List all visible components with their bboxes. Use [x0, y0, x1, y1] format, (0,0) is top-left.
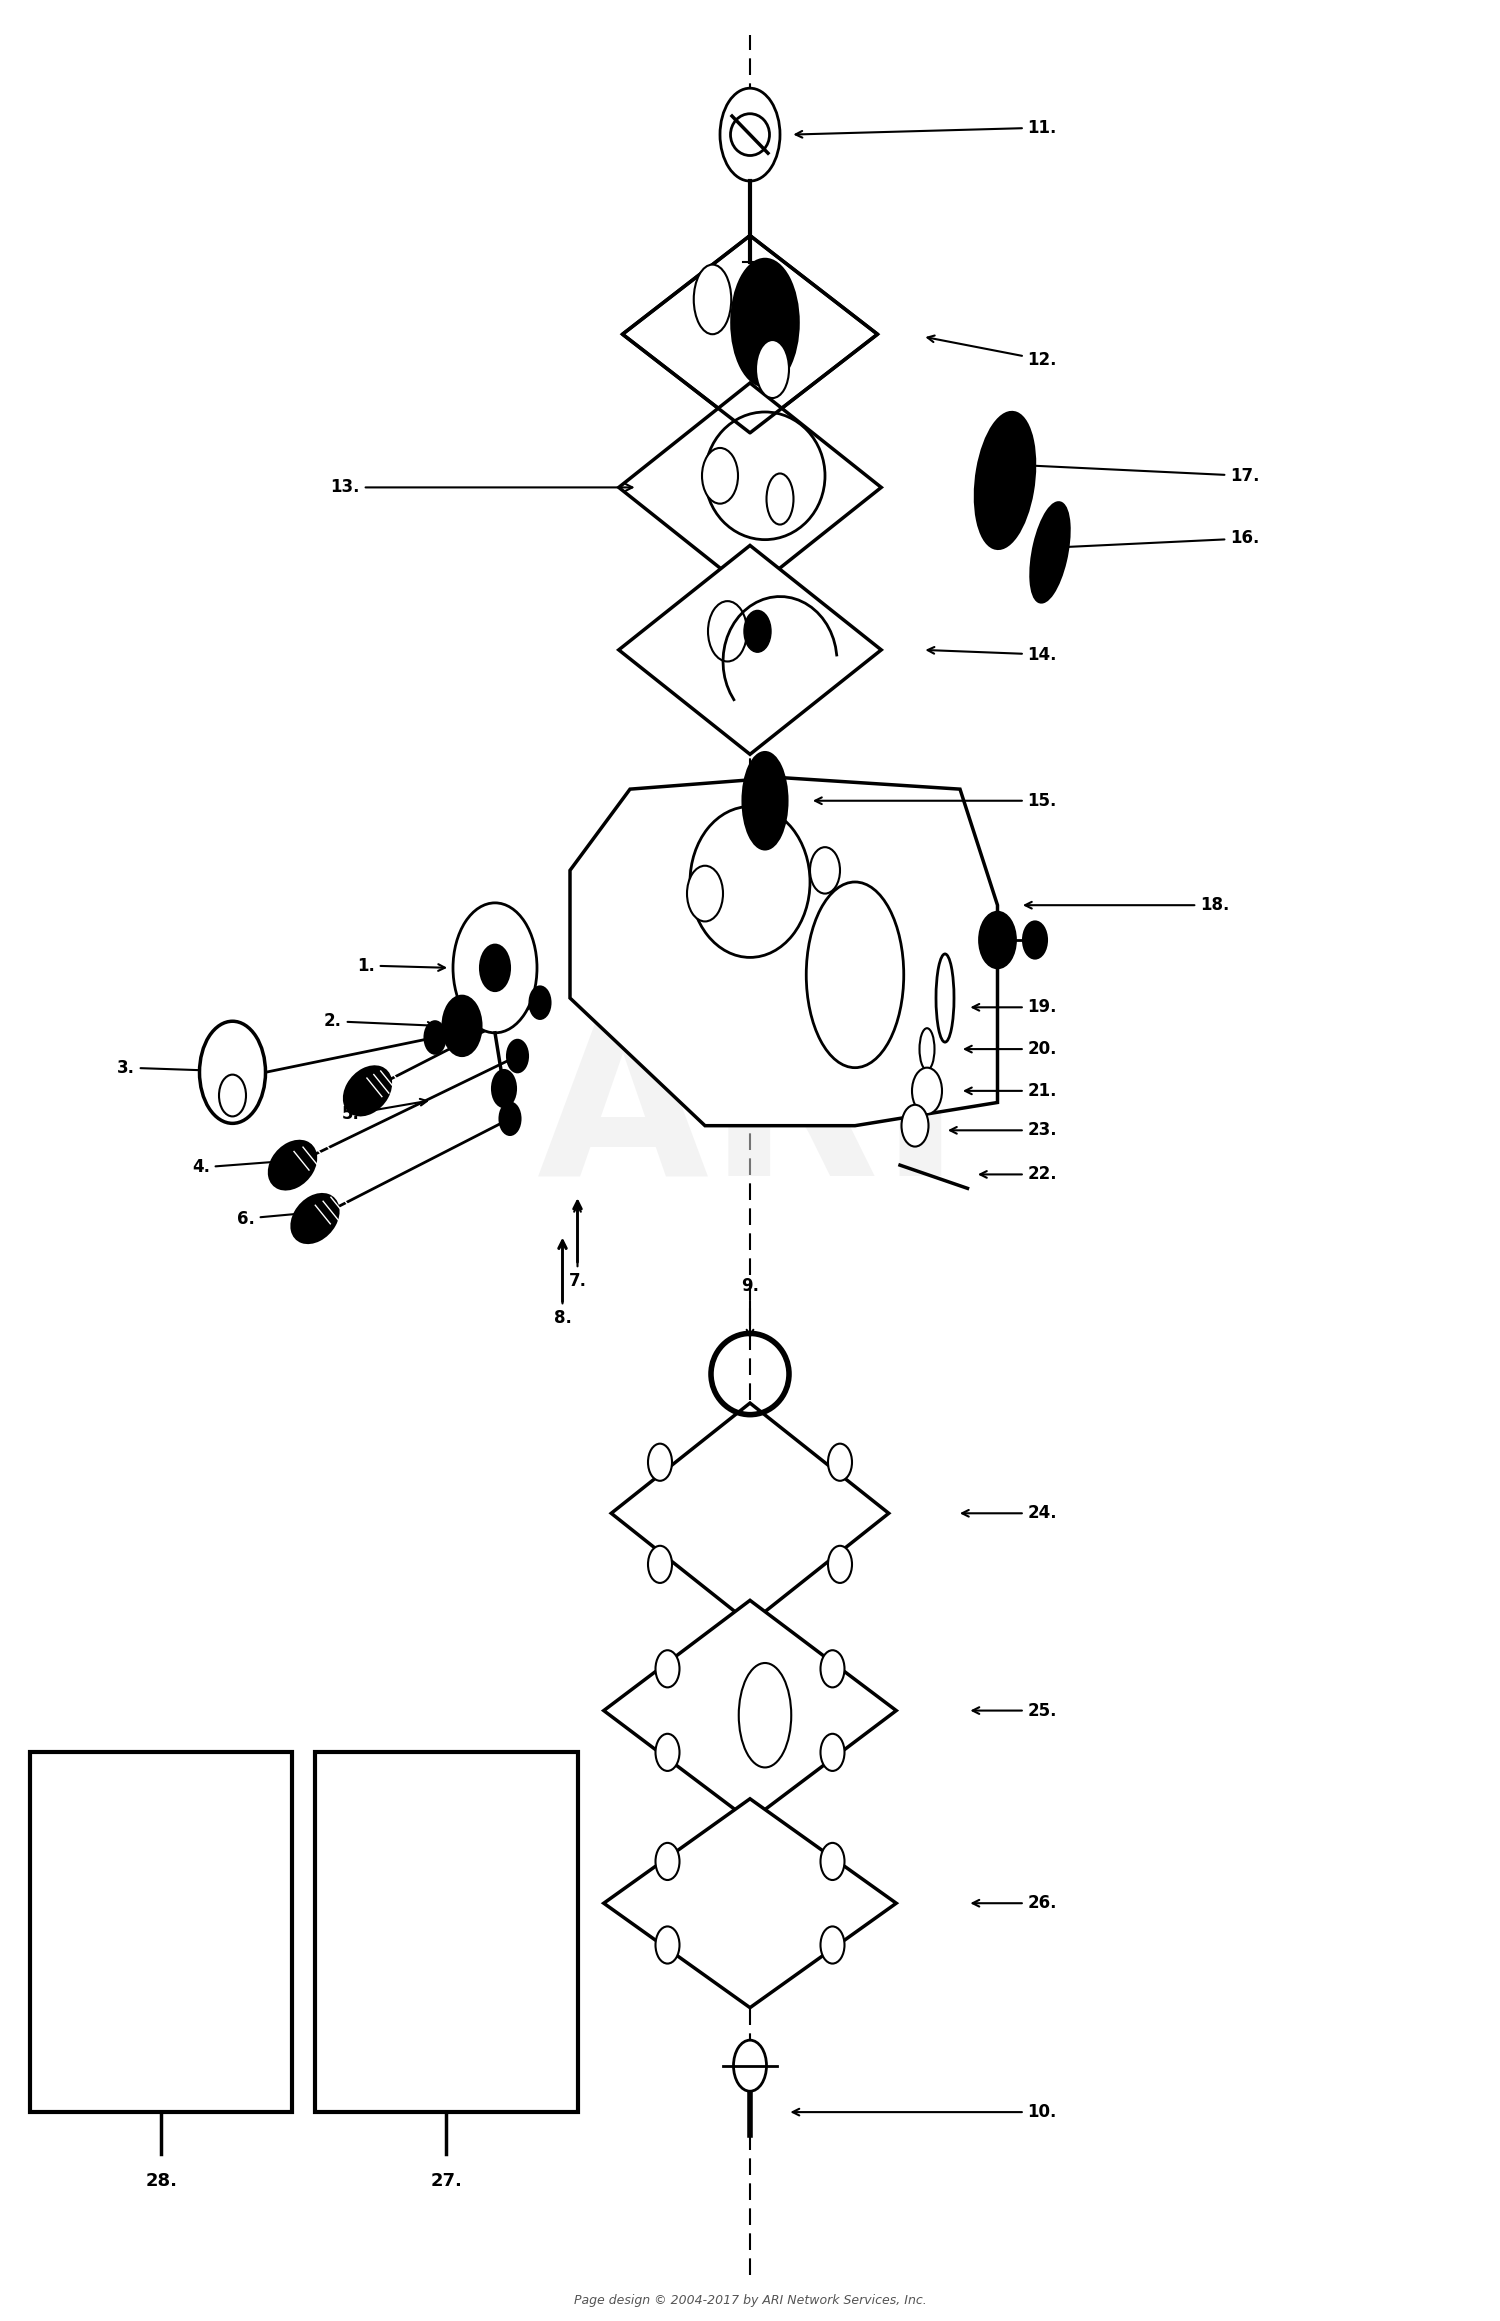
Text: 28.: 28.: [146, 2172, 177, 2191]
Polygon shape: [618, 545, 882, 754]
Circle shape: [219, 1075, 246, 1116]
Circle shape: [200, 1021, 266, 1123]
Text: 10.: 10.: [792, 2103, 1058, 2121]
Text: 24.: 24.: [962, 1504, 1058, 1523]
Ellipse shape: [732, 260, 798, 388]
Circle shape: [656, 1734, 680, 1771]
Text: Carb: Carb: [132, 1808, 190, 1827]
Ellipse shape: [756, 339, 789, 399]
Circle shape: [492, 1070, 516, 1107]
Circle shape: [821, 1734, 844, 1771]
Circle shape: [912, 1068, 942, 1114]
Text: 9.: 9.: [741, 1277, 759, 1337]
Circle shape: [656, 1650, 680, 1687]
Circle shape: [821, 1650, 844, 1687]
Text: 12.: 12.: [927, 337, 1058, 369]
Ellipse shape: [730, 114, 770, 156]
Polygon shape: [603, 1799, 897, 2008]
Circle shape: [1023, 921, 1047, 959]
Text: 15.: 15.: [815, 791, 1058, 810]
Text: Carb: Carb: [417, 1808, 476, 1827]
Text: 7.: 7.: [568, 1205, 586, 1290]
Polygon shape: [612, 1402, 888, 1625]
Ellipse shape: [766, 473, 794, 525]
Text: Gasket: Gasket: [404, 1908, 489, 1929]
Circle shape: [810, 847, 840, 894]
Text: ARI: ARI: [537, 1007, 963, 1221]
Ellipse shape: [734, 2040, 766, 2091]
Ellipse shape: [1030, 504, 1069, 601]
Text: 5.: 5.: [342, 1098, 427, 1123]
Circle shape: [828, 1444, 852, 1481]
Circle shape: [708, 601, 747, 661]
Text: 22.: 22.: [980, 1165, 1058, 1184]
Text: 18.: 18.: [1024, 896, 1230, 914]
Polygon shape: [618, 383, 882, 592]
Text: 4.: 4.: [192, 1158, 288, 1177]
Circle shape: [821, 1926, 844, 1964]
Text: 14.: 14.: [927, 645, 1058, 664]
Circle shape: [453, 903, 537, 1033]
Circle shape: [656, 1926, 680, 1964]
Circle shape: [648, 1546, 672, 1583]
FancyBboxPatch shape: [315, 1752, 578, 2112]
Text: 17.: 17.: [1007, 462, 1260, 485]
Text: 19.: 19.: [972, 998, 1058, 1017]
Text: 23.: 23.: [950, 1121, 1058, 1140]
Circle shape: [424, 1021, 445, 1054]
Text: 11.: 11.: [795, 118, 1058, 137]
Circle shape: [530, 986, 550, 1019]
Text: 3.: 3.: [117, 1058, 258, 1077]
Ellipse shape: [742, 752, 788, 849]
Circle shape: [480, 945, 510, 991]
Circle shape: [744, 610, 771, 652]
Circle shape: [687, 866, 723, 921]
Polygon shape: [622, 237, 878, 432]
Circle shape: [720, 88, 780, 181]
Text: 8.: 8.: [554, 1242, 572, 1328]
Ellipse shape: [975, 413, 1035, 548]
Circle shape: [902, 1105, 928, 1147]
Circle shape: [507, 1040, 528, 1072]
Text: 27.: 27.: [430, 2172, 462, 2191]
Circle shape: [821, 1843, 844, 1880]
Text: 21.: 21.: [964, 1082, 1058, 1100]
Polygon shape: [570, 778, 998, 1126]
Ellipse shape: [693, 265, 732, 334]
Circle shape: [442, 996, 482, 1056]
Text: 25.: 25.: [972, 1701, 1058, 1720]
Text: Kit: Kit: [144, 2008, 178, 2029]
Text: 20.: 20.: [964, 1040, 1058, 1058]
Circle shape: [656, 1843, 680, 1880]
Polygon shape: [603, 1601, 897, 1820]
Circle shape: [828, 1546, 852, 1583]
Text: 6.: 6.: [237, 1209, 318, 1228]
Text: 2.: 2.: [324, 1012, 435, 1031]
Circle shape: [648, 1444, 672, 1481]
Ellipse shape: [268, 1142, 316, 1188]
Ellipse shape: [291, 1193, 339, 1244]
Text: 13.: 13.: [330, 478, 633, 497]
Text: 26.: 26.: [972, 1894, 1058, 1913]
Circle shape: [980, 912, 1016, 968]
Text: Kit: Kit: [429, 2008, 464, 2029]
FancyBboxPatch shape: [30, 1752, 292, 2112]
Text: Repair: Repair: [120, 1908, 202, 1929]
Circle shape: [702, 448, 738, 504]
Text: 1.: 1.: [357, 956, 446, 975]
Text: 16.: 16.: [1054, 529, 1260, 550]
Text: Page design © 2004-2017 by ARI Network Services, Inc.: Page design © 2004-2017 by ARI Network S…: [573, 2293, 927, 2307]
Circle shape: [500, 1102, 520, 1135]
Ellipse shape: [344, 1065, 392, 1116]
